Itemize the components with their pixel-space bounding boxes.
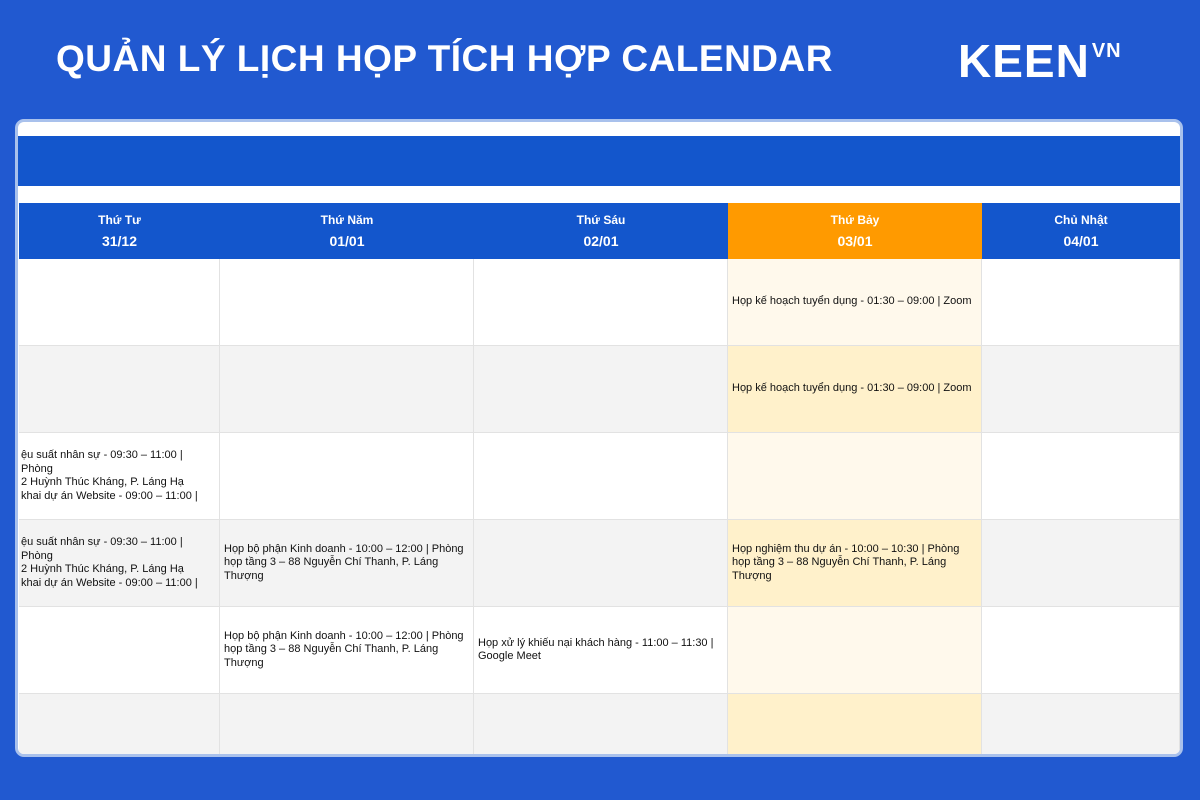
- empty-cell[interactable]: [19, 694, 220, 754]
- empty-cell[interactable]: [220, 433, 474, 520]
- day-date: 31/12: [101, 233, 138, 249]
- day-name: Thứ Sáu: [576, 213, 626, 227]
- empty-cell[interactable]: [474, 433, 728, 520]
- empty-cell[interactable]: [982, 520, 1180, 607]
- day-name: Thứ Năm: [320, 213, 374, 227]
- empty-cell[interactable]: [728, 433, 982, 520]
- empty-cell[interactable]: [982, 607, 1180, 694]
- logo-sup: VN: [1091, 39, 1122, 62]
- calendar-toolbar: [18, 136, 1180, 186]
- keen-logo: KEEN VN: [958, 34, 1122, 88]
- logo-text: KEEN: [958, 35, 1090, 87]
- empty-cell[interactable]: [220, 694, 474, 754]
- empty-cell[interactable]: [19, 259, 220, 346]
- event-cell[interactable]: Họp bộ phận Kinh doanh - 10:00 – 12:00 |…: [220, 607, 474, 694]
- empty-cell[interactable]: [474, 694, 728, 754]
- week-grid: Thứ Tư 31/12 Thứ Năm 01/01 Thứ Sáu 02/01 Thứ B…: [19, 203, 1180, 754]
- time-row: ệu suất nhân sự - 09:30 – 11:00 | Phòng …: [19, 433, 1180, 520]
- day-name: Chủ Nhật: [1054, 213, 1108, 227]
- event-cell[interactable]: Họp kế hoạch tuyển dụng - 01:30 – 09:00 …: [728, 346, 982, 433]
- calendar-panel: Thứ Tư 31/12 Thứ Năm 01/01 Thứ Sáu 02/01 Thứ B…: [15, 119, 1183, 757]
- empty-cell[interactable]: [220, 259, 474, 346]
- time-row: Họp bộ phận Kinh doanh - 10:00 – 12:00 |…: [19, 607, 1180, 694]
- time-row: ệu suất nhân sự - 09:30 – 11:00 | Phòng …: [19, 520, 1180, 607]
- day-name: Thứ Bảy: [830, 213, 880, 227]
- event-cell[interactable]: ệu suất nhân sự - 09:30 – 11:00 | Phòng …: [19, 433, 220, 520]
- empty-cell[interactable]: [982, 259, 1180, 346]
- event-cell[interactable]: Họp xử lý khiếu nại khách hàng - 11:00 –…: [474, 607, 728, 694]
- day-header-0[interactable]: Thứ Tư 31/12: [19, 203, 220, 259]
- empty-cell[interactable]: [19, 346, 220, 433]
- event-cell[interactable]: Họp bộ phận Kinh doanh - 10:00 – 12:00 |…: [220, 520, 474, 607]
- empty-cell[interactable]: [474, 346, 728, 433]
- empty-cell[interactable]: [220, 346, 474, 433]
- empty-cell[interactable]: [982, 433, 1180, 520]
- time-row: [19, 694, 1180, 754]
- day-date: 01/01: [329, 233, 365, 249]
- empty-cell[interactable]: [982, 694, 1180, 754]
- day-header-4[interactable]: Chủ Nhật 04/01: [982, 203, 1180, 259]
- event-cell[interactable]: Họp kế hoạch tuyển dụng - 01:30 – 09:00 …: [728, 259, 982, 346]
- empty-cell[interactable]: [474, 520, 728, 607]
- empty-cell[interactable]: [474, 259, 728, 346]
- day-header-3[interactable]: Thứ Bảy 03/01: [728, 203, 982, 259]
- empty-cell[interactable]: [728, 694, 982, 754]
- time-row: Họp kế hoạch tuyển dụng - 01:30 – 09:00 …: [19, 259, 1180, 346]
- day-header-1[interactable]: Thứ Năm 01/01: [220, 203, 474, 259]
- event-cell[interactable]: ệu suất nhân sự - 09:30 – 11:00 | Phòng …: [19, 520, 220, 607]
- empty-cell[interactable]: [19, 607, 220, 694]
- empty-cell[interactable]: [728, 607, 982, 694]
- day-name: Thứ Tư: [98, 213, 141, 227]
- day-header-2[interactable]: Thứ Sáu 02/01: [474, 203, 728, 259]
- day-date: 04/01: [1063, 233, 1099, 249]
- day-header-row: Thứ Tư 31/12 Thứ Năm 01/01 Thứ Sáu 02/01 Thứ B…: [19, 203, 1180, 259]
- page-title: QUẢN LÝ LỊCH HỌP TÍCH HỢP CALENDAR: [56, 38, 833, 79]
- time-row: Họp kế hoạch tuyển dụng - 01:30 – 09:00 …: [19, 346, 1180, 433]
- day-date: 03/01: [837, 233, 873, 249]
- event-cell[interactable]: Họp nghiệm thu dự án - 10:00 – 10:30 | P…: [728, 520, 982, 607]
- empty-cell[interactable]: [982, 346, 1180, 433]
- day-date: 02/01: [583, 233, 619, 249]
- time-rows: Họp kế hoạch tuyển dụng - 01:30 – 09:00 …: [19, 259, 1180, 754]
